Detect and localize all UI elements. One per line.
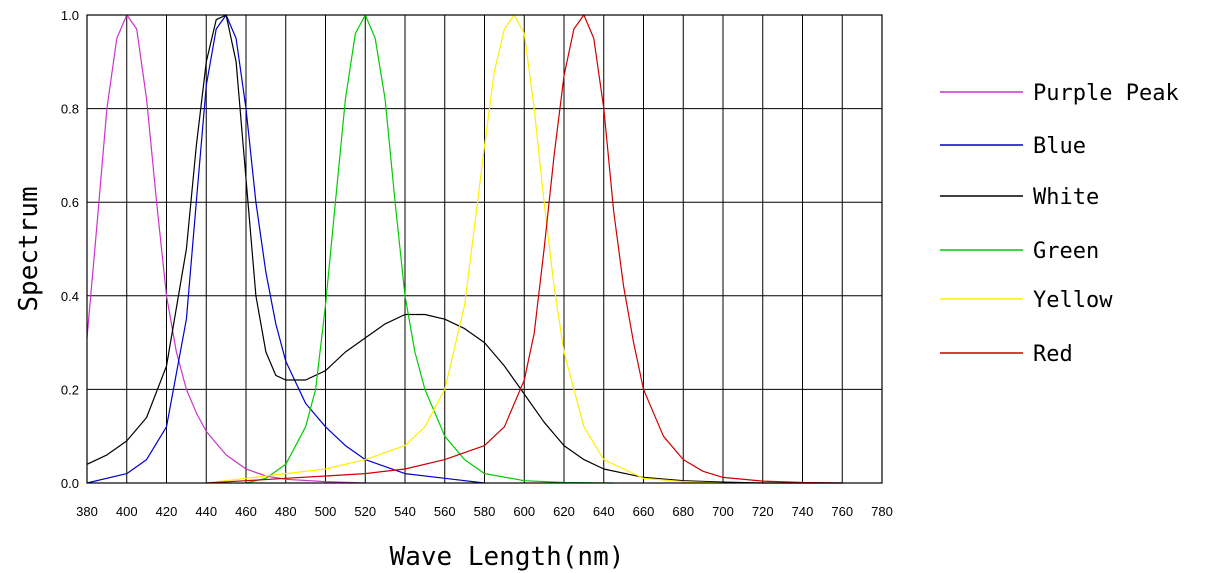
legend-label-white: White <box>1033 185 1099 210</box>
y-tick-label: 0.4 <box>61 289 79 304</box>
x-tick-label: 740 <box>792 504 814 519</box>
series-line-red <box>206 14 843 484</box>
series-line-blue <box>86 14 485 484</box>
x-tick-label: 540 <box>394 504 416 519</box>
x-tick-label: 500 <box>315 504 337 519</box>
series-line-purple-peak <box>86 14 366 484</box>
y-tick-label: 0.8 <box>61 102 79 117</box>
x-tick-label: 700 <box>712 504 734 519</box>
y-tick-label: 0.0 <box>61 476 79 491</box>
x-tick-label: 380 <box>76 504 98 519</box>
y-tick-label: 0.2 <box>61 382 79 397</box>
x-tick-label: 660 <box>633 504 655 519</box>
legend-label-purple-peak: Purple Peak <box>1033 81 1179 106</box>
x-axis-title: Wave Length(nm) <box>390 542 625 572</box>
legend-label-green: Green <box>1033 239 1099 264</box>
x-tick-label: 720 <box>752 504 774 519</box>
series-line-white <box>86 14 843 484</box>
x-tick-label: 760 <box>831 504 853 519</box>
x-tick-label: 680 <box>672 504 694 519</box>
x-tick-label: 460 <box>235 504 257 519</box>
x-tick-label: 420 <box>156 504 178 519</box>
x-tick-label: 520 <box>354 504 376 519</box>
x-tick-label: 600 <box>513 504 535 519</box>
y-axis-title: Spectrum <box>14 186 44 311</box>
legend-label-red: Red <box>1033 342 1073 367</box>
x-tick-label: 780 <box>871 504 893 519</box>
legend-label-blue: Blue <box>1033 134 1086 159</box>
x-tick-label: 440 <box>195 504 217 519</box>
x-tick-label: 400 <box>116 504 138 519</box>
x-tick-label: 480 <box>275 504 297 519</box>
plot-frame <box>86 14 883 484</box>
y-tick-label: 0.6 <box>61 195 79 210</box>
x-tick-label: 560 <box>434 504 456 519</box>
y-tick-label: 1.0 <box>61 8 79 23</box>
x-tick-label: 620 <box>553 504 575 519</box>
series-line-green <box>245 14 614 484</box>
legend: Purple Peak Blue White Green Yellow Red <box>940 81 1179 367</box>
legend-label-yellow: Yellow <box>1033 288 1113 313</box>
y-tick-labels: 0.0 0.2 0.4 0.6 0.8 1.0 <box>61 8 79 491</box>
x-tick-labels: 380 400 420 440 460 480 500 520 540 560 580 600 620 6… <box>76 504 893 519</box>
series-lines <box>86 14 843 484</box>
series-line-yellow <box>206 14 724 484</box>
x-tick-label: 640 <box>593 504 615 519</box>
x-tick-label: 580 <box>474 504 496 519</box>
